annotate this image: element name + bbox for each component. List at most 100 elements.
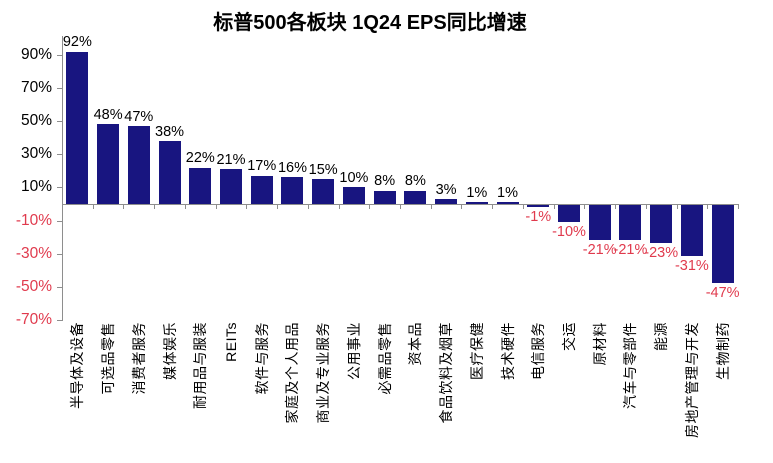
bar-value-label: 8% — [374, 173, 396, 190]
bar — [220, 169, 242, 204]
bar-value-label: -21% — [582, 241, 617, 258]
y-axis-tick-label: 10% — [20, 178, 52, 196]
bar-value-label: 8% — [404, 173, 426, 190]
x-axis-tick — [154, 204, 156, 209]
y-axis-tick-label: -50% — [15, 277, 52, 295]
x-axis-tick — [338, 204, 340, 209]
x-axis-tick — [645, 204, 647, 209]
bar — [527, 205, 550, 207]
x-axis-label: 交运 — [561, 322, 577, 351]
y-axis-tick — [57, 253, 62, 255]
x-axis-tick — [522, 204, 524, 209]
bar — [158, 141, 181, 204]
bar-value-label: 10% — [339, 169, 369, 186]
y-axis-tick-label: 70% — [20, 79, 52, 96]
x-axis-tick — [461, 204, 463, 209]
bar — [435, 199, 458, 204]
bar — [66, 51, 89, 204]
x-axis-label: 医疗保健 — [468, 322, 485, 380]
x-axis-tick — [92, 204, 94, 209]
x-axis-tick — [215, 204, 217, 209]
x-axis-label: 商业及专业服务 — [315, 322, 332, 424]
y-axis-tick — [57, 121, 62, 123]
bar — [680, 205, 703, 257]
bar-value-label: 22% — [185, 150, 215, 167]
chart-title: 标普500各板块 1Q24 EPS同比增速 — [213, 12, 527, 34]
bar — [250, 175, 273, 204]
bar-value-label: -31% — [674, 258, 709, 275]
x-axis-tick — [277, 204, 279, 209]
bar-value-label: 47% — [124, 108, 154, 125]
bar — [281, 177, 304, 204]
x-axis-label: 家庭及个人用品 — [284, 322, 301, 424]
bar-value-label: 21% — [216, 151, 246, 168]
y-axis-tick-label: -10% — [15, 211, 52, 229]
x-axis-label: 食品饮料及烟草 — [438, 322, 455, 424]
y-axis-tick-label: -30% — [15, 244, 52, 262]
bar-value-label: 38% — [155, 123, 185, 140]
y-axis-tick-label: 90% — [20, 45, 52, 63]
x-axis-label: 技术硬件 — [499, 322, 516, 380]
x-axis-tick — [400, 204, 401, 209]
bar — [312, 179, 335, 204]
bar-value-label: 17% — [247, 158, 277, 175]
bar-value-label: 92% — [62, 34, 92, 51]
bar — [496, 202, 519, 204]
x-axis-tick — [62, 204, 63, 209]
x-axis-tick — [307, 204, 309, 209]
x-axis-tick — [184, 204, 186, 209]
x-axis-tick — [123, 204, 125, 209]
bar-value-label: -47% — [705, 284, 740, 301]
bar-value-label: 48% — [93, 106, 123, 123]
x-axis-label: REITs — [223, 322, 239, 362]
bar — [127, 126, 150, 204]
bar-value-label: 1% — [497, 184, 519, 201]
bar — [558, 205, 580, 222]
x-axis-label: 汽车与零部件 — [622, 322, 639, 409]
bar-value-label: -1% — [525, 208, 552, 225]
y-axis-tick — [57, 319, 62, 321]
y-axis-tick-label: 50% — [20, 112, 52, 130]
bar — [97, 124, 120, 204]
bar — [342, 187, 365, 204]
bar — [465, 202, 488, 204]
bar — [650, 205, 673, 244]
x-axis-tick — [246, 204, 248, 209]
x-axis-tick — [369, 204, 371, 209]
bar-value-label: 15% — [308, 161, 338, 178]
y-axis-tick — [57, 88, 62, 89]
x-axis-tick — [615, 204, 617, 209]
y-axis-tick-label: 30% — [20, 145, 52, 163]
x-axis-label: 房地产管理与开发 — [683, 322, 700, 438]
x-axis-label: 生物制药 — [714, 322, 731, 380]
y-axis-tick — [57, 220, 62, 222]
x-axis-label: 能源 — [653, 322, 670, 351]
y-axis-tick — [57, 54, 62, 56]
x-axis-label: 媒体娱乐 — [161, 322, 178, 380]
x-axis-label: 电信服务 — [530, 322, 547, 380]
x-axis-tick — [676, 204, 678, 209]
x-axis-label: 可选品零售 — [100, 322, 117, 395]
bar-value-label: -21% — [613, 241, 648, 258]
bar-value-label: -23% — [644, 245, 679, 262]
x-axis-tick — [553, 204, 555, 209]
bar — [619, 205, 642, 240]
x-axis-tick — [738, 204, 739, 209]
bar-value-label: -10% — [552, 223, 586, 240]
x-axis-label: 消费者服务 — [130, 322, 147, 395]
bar — [373, 190, 396, 204]
x-axis-label: 半导体及设备 — [69, 322, 86, 409]
x-axis-label: 软件与服务 — [253, 322, 270, 395]
x-axis-tick — [707, 204, 709, 209]
x-axis-tick — [492, 204, 494, 209]
bar — [189, 167, 212, 204]
x-axis-label: 必需品零售 — [376, 322, 393, 395]
y-axis-tick — [57, 154, 62, 156]
y-axis-tick — [57, 286, 62, 288]
x-axis-label: 公用事业 — [345, 322, 362, 380]
y-axis-tick-label: -70% — [15, 310, 52, 328]
bar-value-label: 3% — [435, 181, 457, 198]
bar-value-label: 1% — [466, 184, 488, 201]
x-axis-tick — [430, 204, 432, 209]
